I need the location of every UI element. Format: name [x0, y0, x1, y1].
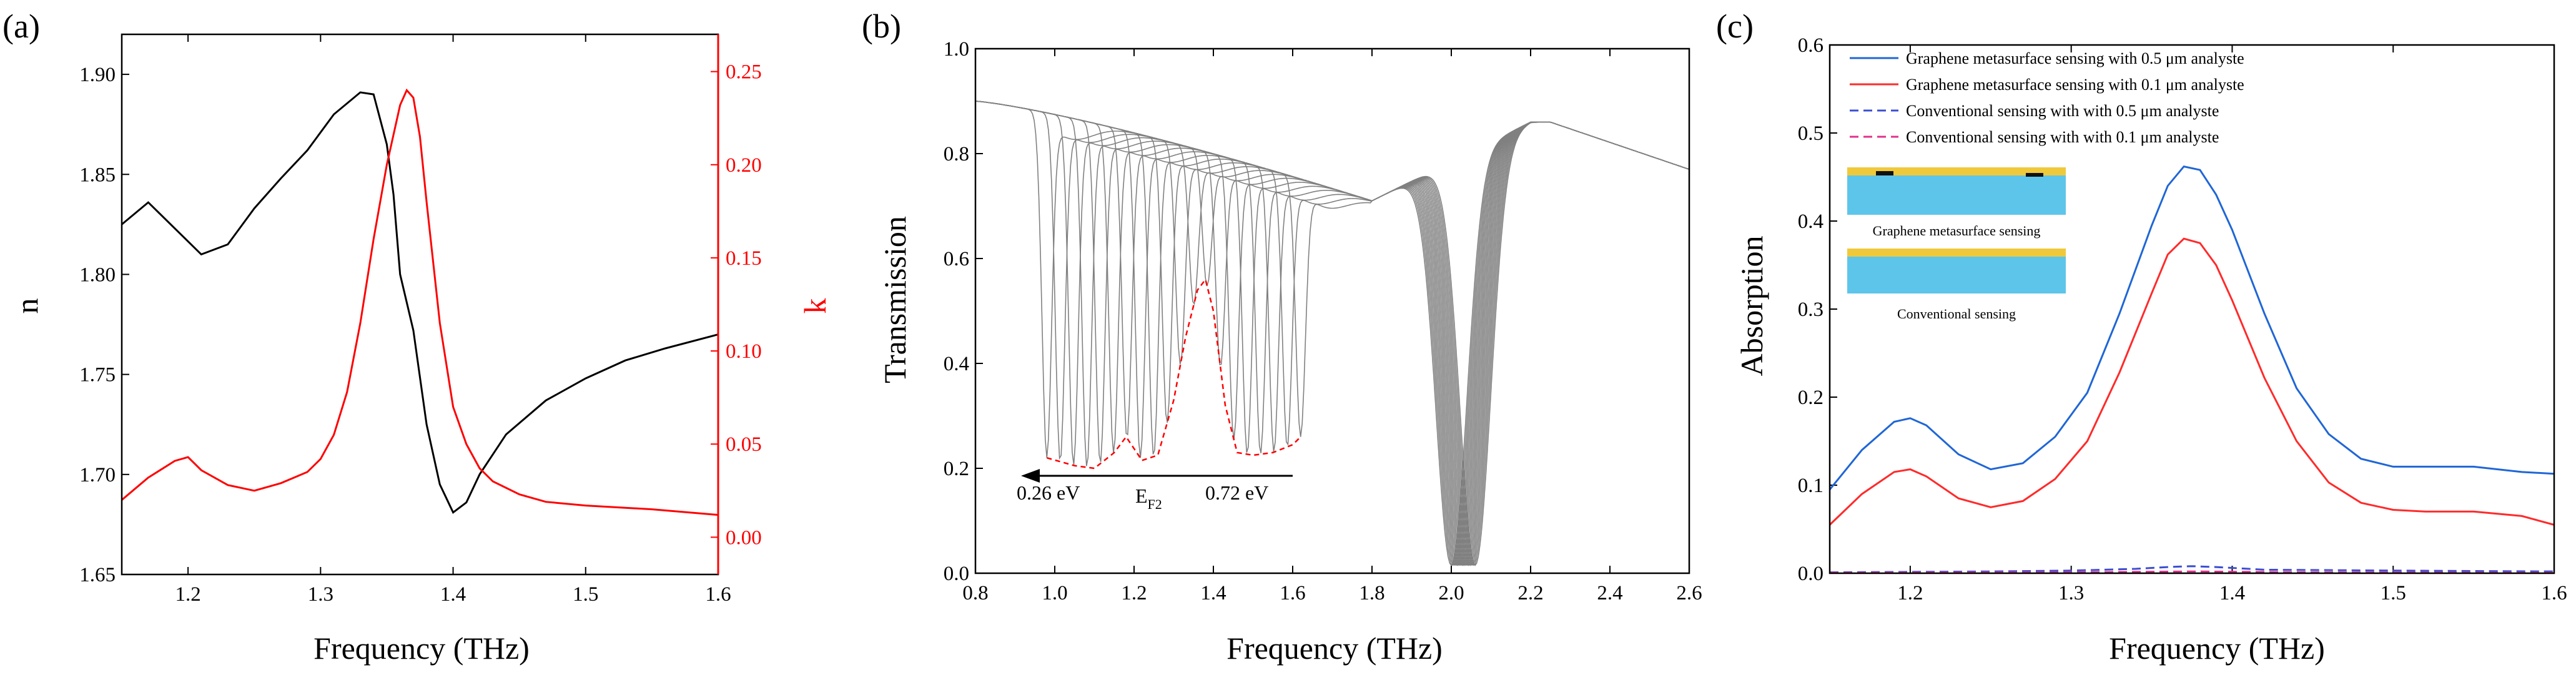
panel-c-ytick-label: 0.0 — [1798, 563, 1823, 585]
panel-c-x-axis-title: Frequency (THz) — [2109, 631, 2325, 666]
panel-a-right-ytick-label: 0.20 — [726, 154, 762, 177]
panel-c-y-axis-title: Absorption — [1734, 236, 1769, 377]
panel-b-xtick-label: 1.4 — [1200, 582, 1226, 604]
panel-b-xtick-label: 1.0 — [1042, 582, 1067, 604]
panel-b-xtick-label: 0.8 — [962, 582, 988, 604]
inset-conventional-analyte-layer — [1847, 249, 2066, 257]
panel-c-ytick-label: 0.4 — [1798, 210, 1823, 233]
sweep-label-right: 0.72 eV — [1205, 481, 1268, 504]
panel-c-xtick-label: 1.6 — [2541, 582, 2567, 604]
panel-c-frame — [1828, 44, 2555, 574]
sweep-label-left: 0.26 eV — [1017, 481, 1080, 504]
panel-b-sweep-curve — [975, 101, 1689, 566]
panel-b-ytick-label: 0.4 — [944, 353, 969, 375]
panel-b-ytick-label: 1.0 — [944, 38, 969, 61]
panel-c: (c) 1.2 1.3 1.4 1.5 1.6 0.0 0.1 0.2 0.3 0.4 0.5 0.6… — [1716, 7, 2567, 666]
panel-b-y-axis-title: Transmission — [877, 216, 912, 383]
panel-a: (a) 1.2 1.3 1.4 1.5 1.61.651.701.751.801.851… — [2, 7, 832, 666]
inset-graphene-patch-right — [2026, 173, 2043, 177]
sweep-label-middle-sub: F2 — [1148, 496, 1162, 512]
panel-a-right-ytick-label: 0.10 — [726, 340, 762, 363]
panel-a-left-ytick-label: 1.65 — [79, 564, 116, 586]
panel-a-right-ytick-label: 0.15 — [726, 247, 762, 270]
panel-c-legend: Graphene metasurface sensing with 0.5 μm… — [1850, 49, 2244, 146]
panel-c-series-0 — [1828, 165, 2555, 490]
panel-a-left-ytick-label: 1.85 — [79, 164, 116, 186]
panel-b-envelope — [1046, 277, 1301, 470]
panel-c-ytick-label: 0.3 — [1798, 298, 1823, 321]
panel-b-sweep-annotation: 0.26 eV 0.72 eV EF2 — [1017, 469, 1293, 512]
sweep-label-middle: EF2 — [1135, 485, 1162, 512]
panel-a-left-ytick-label: 1.70 — [79, 464, 116, 486]
panel-c-ytick-label: 0.5 — [1798, 122, 1823, 145]
panel-a-y-axis-title-left: n — [9, 298, 44, 314]
panel-b-x-axis-title: Frequency (THz) — [1226, 631, 1443, 666]
inset-label-conventional: Conventional sensing — [1897, 306, 2016, 322]
panel-a-right-ytick-label: 0.05 — [726, 433, 762, 456]
panel-a-frame — [121, 33, 719, 576]
panel-b-ytick-label: 0.2 — [944, 458, 969, 480]
legend-label-3: Conventional sensing with with 0.1 μm an… — [1906, 128, 2219, 146]
panel-c-ytick-label: 0.2 — [1798, 387, 1823, 409]
panel-a-xtick-label: 1.3 — [308, 583, 333, 606]
panel-b-ytick-label: 0.8 — [944, 143, 969, 165]
panel-c-inset: Graphene metasurface sensing Conventiona… — [1847, 167, 2066, 322]
panel-a-y-axis-title-right: k — [797, 298, 832, 314]
panel-b-xtick-label: 2.4 — [1597, 582, 1622, 604]
panel-a-xtick-label: 1.4 — [440, 583, 466, 606]
inset-graphene-patch-left — [1876, 171, 1893, 175]
panel-a-x-axis-title: Frequency (THz) — [313, 631, 530, 666]
inset-graphene-analyte-layer — [1847, 167, 2066, 175]
panel-b-xtick-label: 2.6 — [1676, 582, 1702, 604]
panel-label-c: (c) — [1716, 7, 1754, 45]
legend-label-1: Graphene metasurface sensing with 0.1 μm… — [1906, 76, 2244, 94]
panel-b-xtick-label: 1.6 — [1280, 582, 1305, 604]
panel-c-series-2 — [1829, 565, 2555, 574]
panel-b-xtick-label: 2.0 — [1438, 582, 1464, 604]
panel-c-series-1 — [1828, 237, 2555, 526]
panel-a-left-ytick-label: 1.90 — [79, 64, 116, 86]
panel-c-ytick-label: 0.6 — [1798, 34, 1823, 57]
panel-a-series-k — [121, 88, 719, 516]
legend-label-2: Conventional sensing with with 0.5 μm an… — [1906, 102, 2219, 120]
panel-b-sweep-curves — [975, 101, 1689, 566]
panel-c-xtick-label: 1.3 — [2058, 582, 2084, 604]
panel-label-a: (a) — [2, 7, 40, 45]
panel-a-left-ytick-label: 1.80 — [79, 264, 116, 286]
sweep-label-middle-main: E — [1135, 485, 1148, 507]
panel-b-xtick-label: 1.8 — [1359, 582, 1384, 604]
panel-a-series-n — [121, 91, 719, 515]
panel-b-ytick-label: 0.6 — [944, 248, 969, 270]
panel-c-plot-area: 1.2 1.3 1.4 1.5 1.6 0.0 0.1 0.2 0.3 0.4 0.5 0.6 — [1798, 34, 2567, 604]
panel-a-right-ytick-label: 0.25 — [726, 61, 762, 84]
panel-c-xtick-label: 1.2 — [1897, 582, 1923, 604]
panel-b-ytick-label: 0.0 — [944, 563, 969, 585]
panel-a-left-ytick-label: 1.75 — [79, 364, 116, 387]
panel-a-xtick-label: 1.5 — [573, 583, 598, 606]
panel-b-xtick-label: 1.2 — [1121, 582, 1147, 604]
panel-a-right-ytick-label: 0.00 — [726, 526, 762, 549]
panel-b-plot-area: 0.8 1.0 1.2 1.4 1.6 1.8 2.0 2.2 2.4 2.6 0.0 0.2 0.4 0… — [944, 38, 1702, 604]
panel-b-frame — [974, 47, 1690, 574]
panel-b-xtick-label: 2.2 — [1517, 582, 1543, 604]
panel-c-xtick-label: 1.4 — [2219, 582, 2245, 604]
panel-a-plot-area: 1.2 1.3 1.4 1.5 1.6 1.65 1.70 1.75 1.80 1.85 1.90 0… — [79, 33, 762, 606]
panel-b: (b) 0.8 1.0 1.2 1.4 1.6 1.8 2.0 2.2 2.4 2.6 0.0 0.2… — [862, 7, 1702, 666]
panel-c-xtick-label: 1.5 — [2381, 582, 2406, 604]
panel-c-ytick-label: 0.1 — [1798, 475, 1823, 497]
panel-label-b: (b) — [862, 7, 901, 45]
panel-a-xtick-label: 1.6 — [705, 583, 731, 606]
panel-b-sweep-curve — [975, 101, 1689, 566]
legend-label-0: Graphene metasurface sensing with 0.5 μm… — [1906, 49, 2244, 67]
sweep-arrow-head — [1021, 469, 1040, 483]
panel-a-xtick-label: 1.2 — [175, 583, 200, 606]
inset-label-graphene: Graphene metasurface sensing — [1873, 223, 2041, 239]
